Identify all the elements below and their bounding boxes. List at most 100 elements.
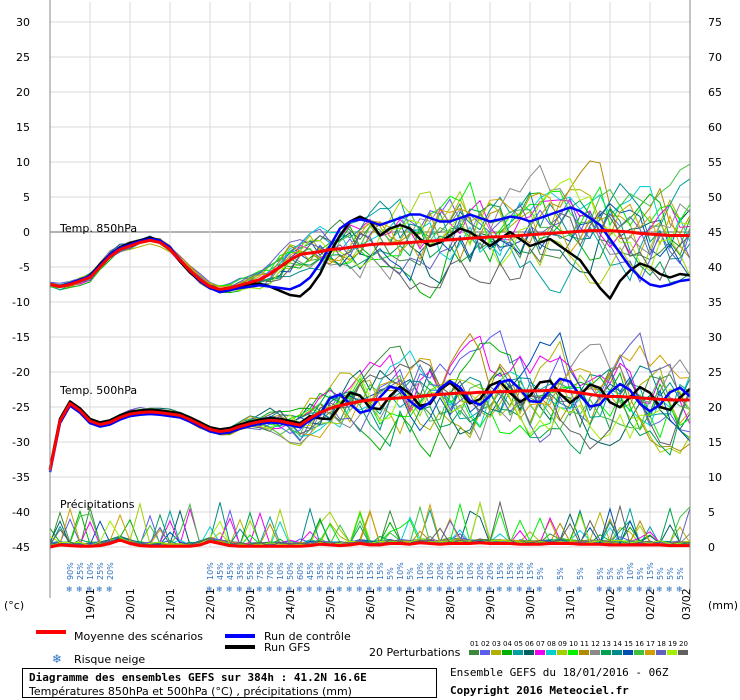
x-tick-label: 22/01 bbox=[204, 588, 217, 620]
snowflake-icon: ❄ bbox=[476, 585, 483, 594]
snowflake-icon: ❄ bbox=[106, 585, 113, 594]
snow-risk-value: 55% bbox=[246, 562, 255, 580]
main-lines bbox=[48, 206, 691, 549]
snowflake-icon: ❄ bbox=[206, 585, 213, 594]
snowflake-icon: ❄ bbox=[676, 585, 683, 594]
member-precip-line bbox=[49, 502, 691, 547]
snowflake-icon: ❄ bbox=[386, 585, 393, 594]
pert-legend-item: 07 bbox=[536, 640, 545, 648]
snow-risk-value: 20% bbox=[476, 562, 485, 580]
snowflake-icon: ❄ bbox=[636, 585, 643, 594]
member-precip-line bbox=[49, 506, 691, 547]
x-tick-label: 03/02 bbox=[680, 588, 693, 620]
x-tick-label: 02/02 bbox=[644, 588, 657, 620]
left-tick-label: 0 bbox=[23, 226, 30, 239]
left-tick-label: 25 bbox=[16, 51, 30, 64]
legend-perturbations-label: 20 Perturbations bbox=[369, 646, 461, 659]
pert-legend-swatch bbox=[645, 650, 655, 655]
pert-legend-swatch bbox=[656, 650, 666, 655]
t850-section-label: Temp. 850hPa bbox=[59, 222, 137, 235]
legend-mean-label: Moyenne des scénarios bbox=[74, 630, 203, 643]
x-tick-label: 21/01 bbox=[164, 588, 177, 620]
snowflake-icon: ❄ bbox=[446, 585, 453, 594]
right-tick-label: 10 bbox=[708, 471, 722, 484]
snow-risk-value: 5% bbox=[406, 567, 415, 580]
pert-legend-item: 09 bbox=[558, 640, 567, 648]
snow-risk-value: 5% bbox=[656, 567, 665, 580]
pert-legend-swatch bbox=[513, 650, 523, 655]
snowflake-icon: ❄ bbox=[536, 585, 543, 594]
chart-title: Diagramme des ensembles GEFS sur 384h : … bbox=[29, 671, 367, 684]
pert-legend-item: 08 bbox=[547, 640, 556, 648]
snow-risk-value: 5% bbox=[616, 567, 625, 580]
pert-legend-swatch bbox=[612, 650, 622, 655]
right-tick-label: 35 bbox=[708, 296, 722, 309]
snowflake-icon: ❄ bbox=[316, 585, 323, 594]
left-tick-label: -5 bbox=[19, 261, 30, 274]
pert-legend-item: 03 bbox=[492, 640, 501, 648]
member-500-line bbox=[49, 367, 691, 471]
snow-risk-value: 15% bbox=[506, 562, 515, 580]
pert-legend-item: 19 bbox=[668, 640, 677, 648]
snowflake-icon: ❄ bbox=[606, 585, 613, 594]
pert-legend-item: 05 bbox=[514, 640, 523, 648]
snow-risk-value: 45% bbox=[226, 562, 235, 580]
left-tick-label: -30 bbox=[12, 436, 30, 449]
snowflake-icon: ❄ bbox=[626, 585, 633, 594]
pert-legend-swatch bbox=[667, 650, 677, 655]
pert-legend-swatch bbox=[634, 650, 644, 655]
snowflake-icon: ❄ bbox=[246, 585, 253, 594]
snow-risk-value: 75% bbox=[256, 562, 265, 580]
snow-risk-value: 5% bbox=[536, 567, 545, 580]
snowflake-icon: ❄ bbox=[66, 585, 73, 594]
copyright: Copyright 2016 Meteociel.fr bbox=[450, 684, 629, 697]
t500-section-label: Temp. 500hPa bbox=[59, 384, 137, 397]
left-tick-label: 30 bbox=[16, 16, 30, 29]
snowflake-icon: ❄ bbox=[356, 585, 363, 594]
snow-risk-value: 25% bbox=[76, 562, 85, 580]
right-tick-label: 5 bbox=[708, 506, 715, 519]
right-tick-label: 0 bbox=[708, 541, 715, 554]
right-tick-label: 15 bbox=[708, 436, 722, 449]
snow-risk-value: 45% bbox=[306, 562, 315, 580]
snowflake-icon: ❄ bbox=[376, 585, 383, 594]
pert-legend-swatch bbox=[568, 650, 578, 655]
x-tick-label: 24/01 bbox=[284, 588, 297, 620]
legend-gfs-swatch bbox=[225, 645, 255, 649]
snow-risk-value: 15% bbox=[526, 562, 535, 580]
snow-risk-value: 90% bbox=[66, 562, 75, 580]
left-tick-label: -25 bbox=[12, 401, 30, 414]
pert-legend-item: 14 bbox=[613, 640, 622, 648]
snow-risk-value: 10% bbox=[86, 562, 95, 580]
snowflake-icon: ❄ bbox=[76, 585, 83, 594]
chart-subtitle: Températures 850hPa et 500hPa (°C) , pré… bbox=[29, 685, 352, 698]
chart-grid bbox=[49, 2, 691, 548]
snow-risk-value: 10% bbox=[206, 562, 215, 580]
x-tick-label: 19/01 bbox=[84, 588, 97, 620]
snowflake-icon: ❄ bbox=[396, 585, 403, 594]
snow-risk-value: 15% bbox=[646, 562, 655, 580]
snowflake-icon: ❄ bbox=[346, 585, 353, 594]
right-tick-label: 60 bbox=[708, 121, 722, 134]
snow-risk-row: 90%❄25%❄10%❄25%❄20%❄10%❄45%❄45%❄35%❄55%❄… bbox=[66, 562, 685, 594]
snowflake-icon: ❄ bbox=[336, 585, 343, 594]
snowflake-icon: ❄ bbox=[226, 585, 233, 594]
snowflake-icon: ❄ bbox=[286, 585, 293, 594]
precip-section-label: Précipitations bbox=[60, 498, 135, 511]
right-tick-label: 70 bbox=[708, 51, 722, 64]
right-tick-label: 75 bbox=[708, 16, 722, 29]
pert-legend-item: 11 bbox=[580, 640, 589, 648]
pert-legend-item: 02 bbox=[481, 640, 490, 648]
snowflake-icon: ❄ bbox=[96, 585, 103, 594]
snow-risk-value: 10% bbox=[416, 562, 425, 580]
snow-risk-value: 5% bbox=[606, 567, 615, 580]
snow-risk-value: 35% bbox=[236, 562, 245, 580]
pert-legend-item: 17 bbox=[646, 640, 655, 648]
pert-legend-swatch bbox=[579, 650, 589, 655]
snowflake-icon: ❄ bbox=[646, 585, 653, 594]
snow-risk-value: 20% bbox=[446, 562, 455, 580]
pert-legend-item: 12 bbox=[591, 640, 600, 648]
snow-risk-value: 5% bbox=[666, 567, 675, 580]
snow-risk-value: 25% bbox=[96, 562, 105, 580]
pert-legend-item: 01 bbox=[470, 640, 479, 648]
